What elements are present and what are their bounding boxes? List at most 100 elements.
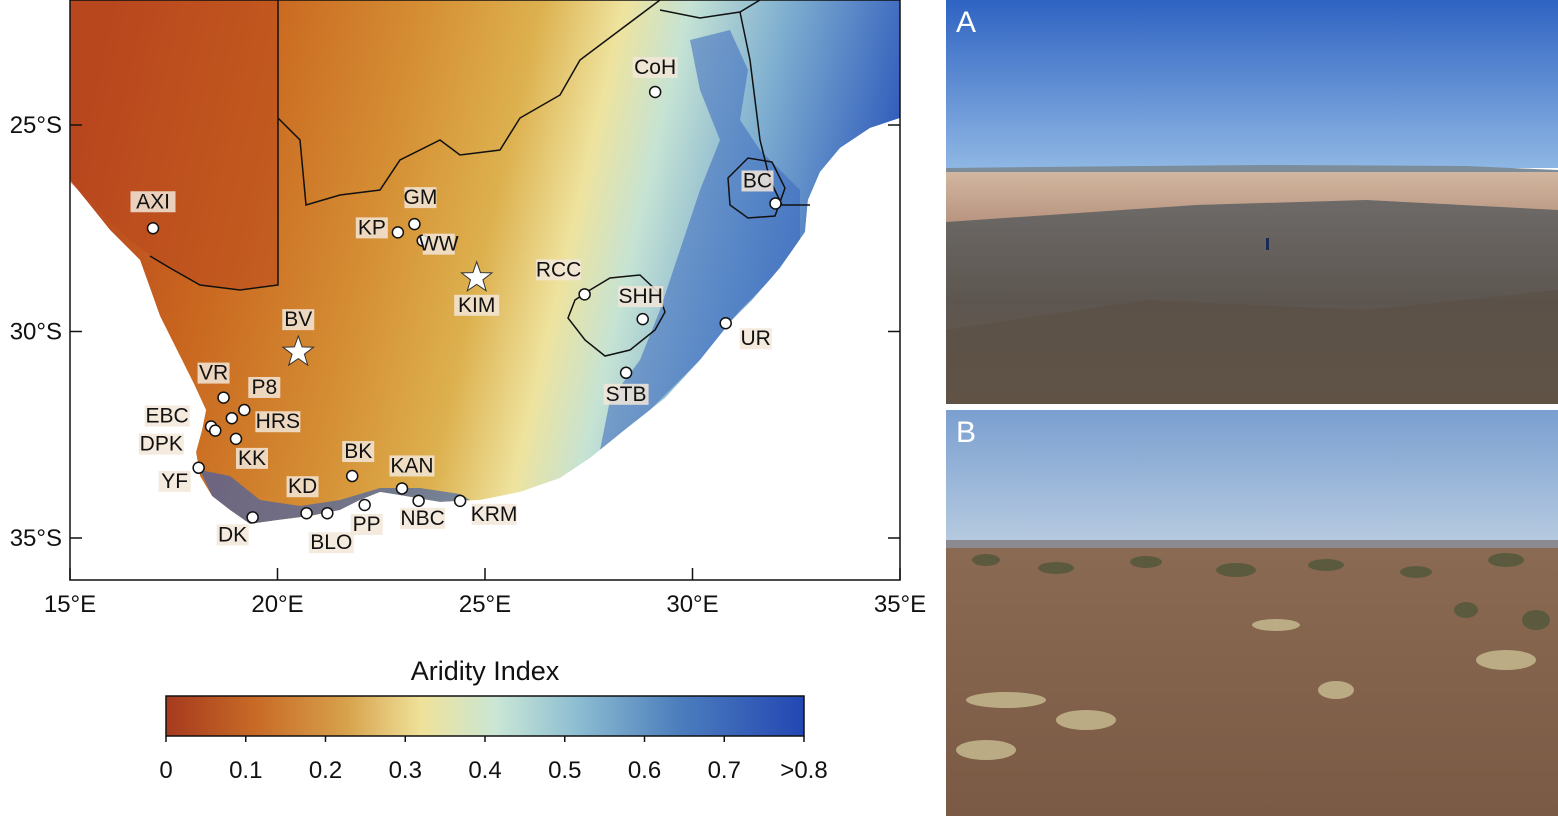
site-marker-shh	[636, 312, 649, 326]
border-botswana	[277, 0, 661, 206]
site-label-ur: UR	[741, 327, 771, 350]
site-label-dpk: DPK	[140, 433, 183, 456]
site-label-kp: KP	[358, 216, 386, 239]
site-label-rcc: RCC	[536, 258, 582, 281]
site-marker-hrs	[225, 411, 239, 425]
site-marker-krm	[453, 494, 467, 508]
site-label-bg	[255, 411, 301, 433]
photo-b-letter: B	[956, 416, 977, 449]
lon-label: 20°E	[251, 591, 303, 618]
site-label-bg	[342, 441, 375, 463]
site-marker-yf	[192, 461, 205, 475]
site-label-bg	[144, 405, 190, 427]
site-marker-dk	[246, 511, 259, 524]
colorbar-tick-label: 0.6	[628, 757, 661, 784]
site-marker-blo	[321, 506, 334, 520]
site-marker-axi	[146, 222, 160, 235]
site-label-p8: P8	[251, 376, 277, 399]
aridity-map: 25°S 30°S 35°S 15°E 20°E 25°E 30°E 35°E CoH BC AX…	[10, 0, 926, 784]
colorbar-tick-label: 0.5	[548, 757, 581, 784]
colorbar-tick-label: 0.1	[229, 757, 262, 784]
site-label-blo: BLO	[310, 531, 352, 554]
lat-label: 30°S	[10, 319, 62, 346]
site-label-bg	[286, 476, 319, 498]
site-label-bc: BC	[743, 169, 772, 192]
site-label-pp: PP	[353, 513, 381, 536]
site-marker-nbc	[412, 494, 425, 508]
colorbar-tick-label: 0.2	[309, 757, 342, 784]
photo-a-letter: A	[956, 6, 977, 39]
site-label-bg	[350, 513, 383, 535]
colorbar-tick-label: 0	[159, 757, 172, 784]
site-marker-ur	[719, 316, 732, 330]
map-panel: 25°S 30°S 35°S 15°E 20°E 25°E 30°E 35°E CoH BC AX…	[10, 0, 926, 784]
photo-a-image	[946, 0, 1558, 404]
site-marker-gm	[408, 217, 421, 231]
site-marker-vr	[217, 391, 230, 404]
site-label-bv: BV	[284, 308, 312, 331]
site-label-bg	[197, 362, 230, 384]
site-label-bg	[216, 524, 249, 546]
colorbar-gradient	[165, 695, 805, 737]
lon-label: 30°E	[666, 591, 718, 618]
site-label-gm: GM	[404, 186, 438, 209]
site-label-bg	[454, 294, 500, 316]
site-marker-dpk	[209, 424, 222, 437]
photo-b-image	[946, 410, 1558, 816]
site-label-nbc: NBC	[400, 507, 444, 530]
site-label-bg	[741, 170, 774, 192]
site-label-bg	[422, 233, 455, 255]
colorbar-tick-label: 0.3	[389, 757, 422, 784]
lon-label: 15°E	[44, 591, 96, 618]
site-marker-stb	[619, 366, 633, 380]
site-label-bg	[536, 259, 582, 281]
site-label-bg	[603, 383, 649, 405]
ocean-south	[70, 118, 900, 580]
border-namibia	[149, 0, 279, 291]
site-marker-kan	[395, 482, 409, 495]
site-label-coh: CoH	[634, 56, 676, 79]
site-label-bg	[618, 286, 664, 308]
site-label-vr: VR	[199, 362, 228, 385]
site-marker-p8	[238, 403, 251, 417]
site-label-ww: WW	[419, 233, 459, 256]
photo-a: A	[946, 0, 1558, 404]
site-label-kan: KAN	[390, 454, 433, 477]
arid-region	[70, 0, 278, 290]
site-label-bg	[248, 376, 281, 398]
site-label-kim: KIM	[458, 294, 495, 317]
lat-label: 25°S	[10, 112, 62, 139]
site-label-bg	[400, 507, 446, 529]
site-label-bg	[632, 56, 678, 78]
site-label-axi: AXI	[136, 190, 170, 213]
site-label-bg	[130, 191, 176, 213]
site-label-kk: KK	[238, 447, 266, 470]
site-label-bk: BK	[344, 440, 372, 463]
site-label-shh: SHH	[619, 285, 663, 308]
site-marker-kp	[391, 226, 405, 239]
map-ticks: 25°S 30°S 35°S 15°E 20°E 25°E 30°E 35°E	[10, 112, 926, 618]
site-label-bg	[308, 532, 354, 554]
ocean-west	[70, 182, 250, 580]
site-label-bg	[739, 328, 772, 350]
site-marker-kd	[300, 506, 313, 520]
site-star-kim	[460, 260, 494, 293]
site-marker-coh	[648, 85, 662, 99]
humid-highlands	[600, 30, 800, 450]
site-marker-rcc	[578, 288, 591, 301]
border-lesotho	[567, 274, 666, 357]
site-label-yf: YF	[161, 470, 188, 493]
site-label-stb: STB	[606, 383, 647, 406]
site-label-bg	[471, 503, 517, 525]
site-label-bg	[389, 455, 435, 477]
site-label-bg	[404, 187, 437, 209]
site-label-hrs: HRS	[256, 410, 300, 433]
lon-label: 35°E	[874, 591, 926, 618]
site-label-bg	[158, 470, 191, 492]
site-label-bg	[138, 433, 184, 455]
photo-b: B	[946, 410, 1558, 816]
site-marker-kk	[229, 432, 243, 446]
colorbar-tick-label: >0.8	[780, 757, 827, 784]
site-star-bv	[281, 334, 315, 367]
site-label-bg	[236, 447, 268, 469]
